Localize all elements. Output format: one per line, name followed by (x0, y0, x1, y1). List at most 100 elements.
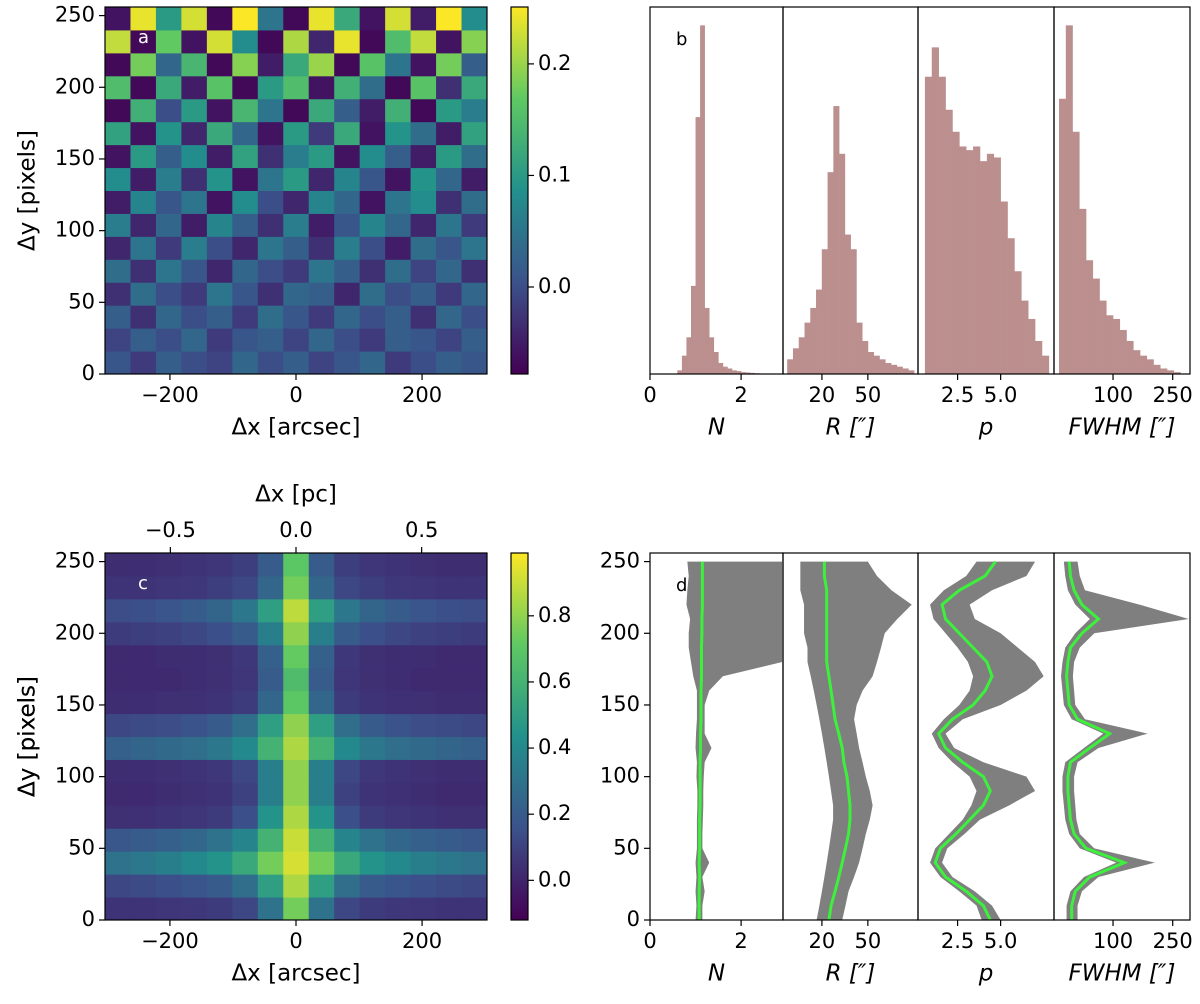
histogram-bar (1059, 98, 1067, 374)
heatmap-cell (155, 805, 182, 829)
heatmap-cell (385, 713, 412, 737)
heatmap-cell (105, 7, 131, 31)
median-line (697, 561, 704, 920)
histogram-bar (885, 362, 892, 374)
heatmap-cell (283, 713, 310, 737)
heatmap-cell (461, 213, 488, 237)
heatmap-cell (308, 828, 335, 852)
heatmap-cell (105, 874, 131, 898)
heatmap-cell (155, 351, 182, 375)
heatmap-cell (436, 828, 463, 852)
histogram-bar (896, 366, 903, 374)
heatmap-cell (105, 782, 131, 806)
histogram-bar (844, 234, 851, 374)
heatmap-cell (385, 52, 412, 77)
heatmap-cell (410, 621, 437, 646)
heatmap-cell (436, 851, 463, 875)
heatmap-cell (334, 213, 361, 237)
heatmap-cell (181, 282, 208, 306)
y-tick-label: 0 (82, 361, 95, 385)
heatmap-cell (130, 328, 157, 352)
heatmap-cell (410, 305, 437, 329)
heatmap-cell (130, 713, 157, 737)
heatmap-cell (232, 259, 259, 283)
x-tick-label: 2 (734, 383, 747, 407)
heatmap-cell (308, 7, 335, 31)
heatmap-cell (283, 621, 310, 646)
heatmap-cell (385, 805, 412, 829)
heatmap-cell (410, 897, 437, 921)
heatmap-cell (257, 213, 284, 237)
heatmap-cell (283, 236, 310, 260)
heatmap-cell (257, 805, 284, 829)
x-tick-label: 0 (289, 929, 302, 953)
heatmap-cell (232, 575, 259, 600)
heatmap-cell (105, 98, 131, 123)
heatmap-cell (308, 621, 335, 646)
heatmap-cell (155, 713, 182, 737)
histogram-bar (938, 76, 946, 374)
heatmap-cell (155, 213, 182, 237)
heatmap-cell (410, 713, 437, 737)
x-tick-label: 250 (1153, 929, 1193, 953)
spread-band (930, 561, 1044, 920)
heatmap-cell (206, 259, 233, 283)
heatmap-cell (385, 75, 412, 100)
heatmap-cell (308, 851, 335, 875)
heatmap-cell (257, 167, 284, 191)
heatmap-cell (334, 621, 361, 646)
heatmap-cell (410, 259, 437, 283)
heatmap-cell (410, 874, 437, 898)
colorbar-frame (510, 6, 529, 375)
heatmap-cell (257, 52, 284, 77)
panel-label: a (138, 27, 149, 48)
heatmap-cell (232, 351, 259, 375)
heatmap-cell (359, 553, 386, 577)
heatmap-cell (461, 736, 488, 760)
heatmap-cell (155, 144, 182, 169)
x-tick-label: 2.5 (941, 929, 974, 953)
histogram-bar (993, 157, 1001, 374)
heatmap-cell (181, 98, 208, 123)
y-tick-label: 200 (55, 74, 95, 98)
heatmap-cell (181, 828, 208, 852)
heatmap-cell (283, 553, 310, 577)
heatmap-cell (436, 282, 463, 306)
heatmap-cell (436, 29, 463, 54)
heatmap-cell (308, 690, 335, 715)
colorbar-tick-label: 0.2 (538, 51, 571, 75)
heatmap-cell (385, 782, 412, 806)
histogram-bar (681, 355, 687, 374)
heatmap-cell (232, 305, 259, 329)
heatmap-cell (130, 690, 157, 715)
heatmap-cell (130, 736, 157, 760)
heatmap-cell (105, 598, 131, 623)
y-tick-label: 150 (600, 692, 640, 716)
heatmap-cell (232, 213, 259, 237)
heatmap-cell (130, 759, 157, 783)
heatmap-cell (283, 351, 310, 375)
histogram-bar (1167, 370, 1175, 374)
heatmap-cell (283, 736, 310, 760)
heatmap-cell (436, 621, 463, 646)
heatmap-cell (130, 851, 157, 875)
heatmap-cell (436, 75, 463, 100)
heatmap-cell (283, 121, 310, 146)
heatmap-cell (359, 667, 386, 692)
heatmap-cell (206, 805, 233, 829)
heatmap-cell (155, 736, 182, 760)
histogram-bar (1160, 368, 1168, 374)
heatmap-cell (206, 575, 233, 600)
heatmap-cell (130, 782, 157, 806)
heatmap-cell (359, 167, 386, 191)
heatmap-cell (436, 190, 463, 214)
heatmap-cell (436, 144, 463, 169)
heatmap-cell (130, 98, 157, 123)
heatmap-cell (232, 874, 259, 898)
histogram-bar (1000, 201, 1008, 374)
heatmap-cell (385, 29, 412, 54)
heatmap-cell (410, 190, 437, 214)
heatmap-cell (334, 805, 361, 829)
heatmap-cell (283, 759, 310, 783)
heatmap-cell (105, 190, 131, 214)
